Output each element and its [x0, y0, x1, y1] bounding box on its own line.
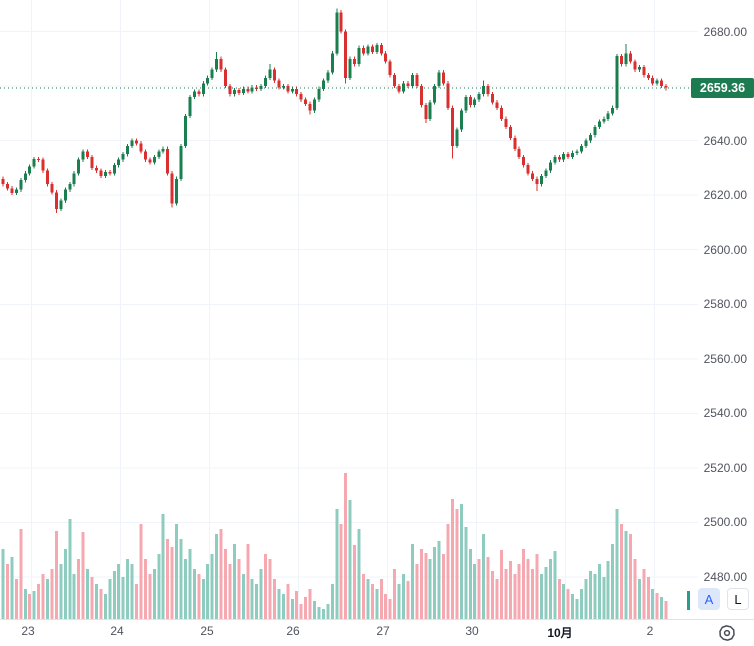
- time-tick-label: 2: [646, 624, 654, 638]
- price-tick-label: 2620.00: [703, 188, 747, 203]
- price-tick-label: 2540.00: [703, 406, 747, 421]
- time-tick-label: 23: [21, 624, 35, 638]
- time-tick-label: 25: [200, 624, 214, 638]
- price-tick-label: 2600.00: [703, 242, 747, 257]
- price-tick-label: 2520.00: [703, 460, 747, 475]
- gear-icon: [719, 624, 735, 641]
- time-tick-label: 27: [376, 624, 390, 638]
- price-tick-label: 2500.00: [703, 515, 747, 530]
- auto-scale-button[interactable]: A: [698, 588, 720, 610]
- price-tick-label: 2480.00: [703, 570, 747, 584]
- time-tick-label: 24: [110, 624, 124, 638]
- price-tick-label: 2580.00: [703, 297, 747, 312]
- axis-settings-button[interactable]: [714, 621, 740, 644]
- time-tick-label: 26: [286, 624, 300, 638]
- price-tick-label: 2640.00: [703, 133, 747, 148]
- time-axis-separator: [0, 619, 754, 620]
- price-scale-buttons: A L: [698, 588, 749, 610]
- volume-scale-marker: [687, 591, 690, 610]
- time-tick-label: 30: [465, 624, 479, 638]
- current-price-label: 2659.36: [691, 77, 754, 98]
- price-tick-label: 2560.00: [703, 351, 747, 366]
- price-tick-label: 2680.00: [703, 24, 747, 39]
- time-tick-label: 10月: [547, 626, 573, 640]
- log-scale-button[interactable]: L: [727, 588, 749, 610]
